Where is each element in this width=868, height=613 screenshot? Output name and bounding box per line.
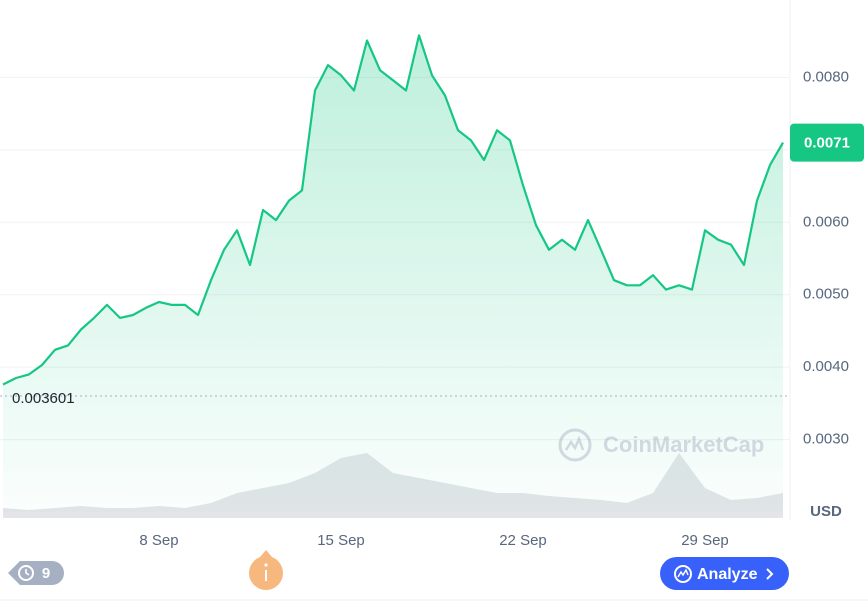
x-tick-label: 29 Sep [681,532,729,549]
reference-label: 0.003601 [12,390,75,407]
analyze-label: Analyze [697,566,758,583]
x-tick-label: 8 Sep [139,532,178,549]
history-badge[interactable]: 9 [8,561,64,585]
currency-label: USD [810,503,842,520]
price-area [3,35,783,513]
y-tick-label: 0.0030 [803,431,849,448]
y-tick-label: 0.0060 [803,213,849,230]
y-tick-label: 0.0080 [803,68,849,85]
y-tick-label: 0.0040 [803,358,849,375]
x-tick-label: 15 Sep [317,532,365,549]
info-marker[interactable] [249,550,283,590]
price-line [2,34,784,386]
x-tick-label: 22 Sep [499,532,547,549]
watermark: CoinMarketCap [558,428,764,462]
analyze-button[interactable]: Analyze [660,557,789,590]
history-count: 9 [42,565,50,582]
watermark-text: CoinMarketCap [603,432,764,457]
current-price-badge [790,123,864,162]
y-tick-label: 0.0050 [803,286,849,303]
current-price-label: 0.0071 [804,135,850,152]
